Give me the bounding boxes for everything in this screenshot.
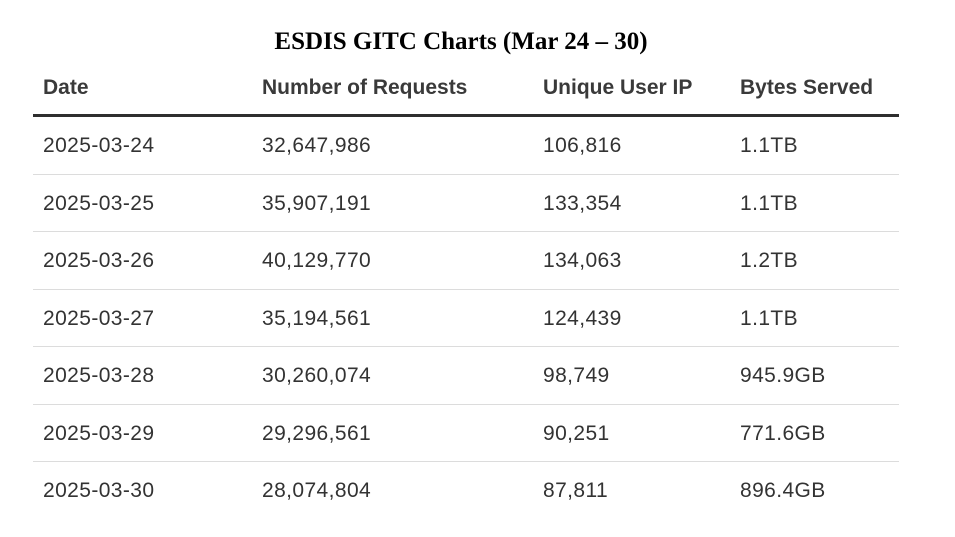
cell-unique-ip: 87,811 xyxy=(543,479,609,502)
table-header-row: Date Number of Requests Unique User IP B… xyxy=(33,60,899,117)
chart-title: ESDIS GITC Charts (Mar 24 – 30) xyxy=(274,28,648,55)
header-bytes-served: Bytes Served xyxy=(740,76,874,99)
cell-date: 2025-03-27 xyxy=(43,306,155,330)
cell-date: 2025-03-28 xyxy=(43,364,155,387)
cell-requests: 40,129,770 xyxy=(262,249,372,272)
header-date: Date xyxy=(43,76,89,99)
cell-requests: 29,296,561 xyxy=(262,421,372,445)
header-unique-user-ip: Unique User IP xyxy=(543,76,693,99)
header-number-of-requests: Number of Requests xyxy=(262,76,468,99)
cell-date: 2025-03-30 xyxy=(43,479,155,502)
table-row: 2025-03-29 29,296,561 90,251 771.6GB xyxy=(33,405,899,462)
cell-unique-ip: 90,251 xyxy=(543,421,610,445)
cell-bytes: 1.1TB xyxy=(740,134,799,157)
cell-date: 2025-03-24 xyxy=(43,134,155,157)
table-row: 2025-03-28 30,260,074 98,749 945.9GB xyxy=(33,347,899,405)
cell-unique-ip: 133,354 xyxy=(543,191,622,215)
cell-date: 2025-03-25 xyxy=(43,191,155,215)
cell-unique-ip: 124,439 xyxy=(543,306,622,330)
cell-bytes: 771.6GB xyxy=(740,421,826,445)
cell-unique-ip: 98,749 xyxy=(543,364,610,387)
data-table: Date Number of Requests Unique User IP B… xyxy=(33,60,899,520)
table-row: 2025-03-30 28,074,804 87,811 896.4GB xyxy=(33,462,899,520)
table-row: 2025-03-27 35,194,561 124,439 1.1TB xyxy=(33,290,899,347)
cell-date: 2025-03-29 xyxy=(43,421,155,445)
cell-bytes: 945.9GB xyxy=(740,364,826,387)
cell-unique-ip: 134,063 xyxy=(543,249,622,272)
cell-bytes: 1.1TB xyxy=(740,191,799,215)
cell-requests: 35,907,191 xyxy=(262,191,372,215)
table-row: 2025-03-26 40,129,770 134,063 1.2TB xyxy=(33,232,899,290)
cell-date: 2025-03-26 xyxy=(43,249,155,272)
table-row: 2025-03-25 35,907,191 133,354 1.1TB xyxy=(33,175,899,232)
cell-bytes: 1.2TB xyxy=(740,249,799,272)
cell-requests: 35,194,561 xyxy=(262,306,372,330)
cell-bytes: 896.4GB xyxy=(740,479,826,502)
cell-requests: 30,260,074 xyxy=(262,364,372,387)
cell-requests: 32,647,986 xyxy=(262,134,372,157)
cell-unique-ip: 106,816 xyxy=(543,134,622,157)
cell-bytes: 1.1TB xyxy=(740,306,799,330)
cell-requests: 28,074,804 xyxy=(262,479,372,502)
table-row: 2025-03-24 32,647,986 106,816 1.1TB xyxy=(33,117,899,175)
